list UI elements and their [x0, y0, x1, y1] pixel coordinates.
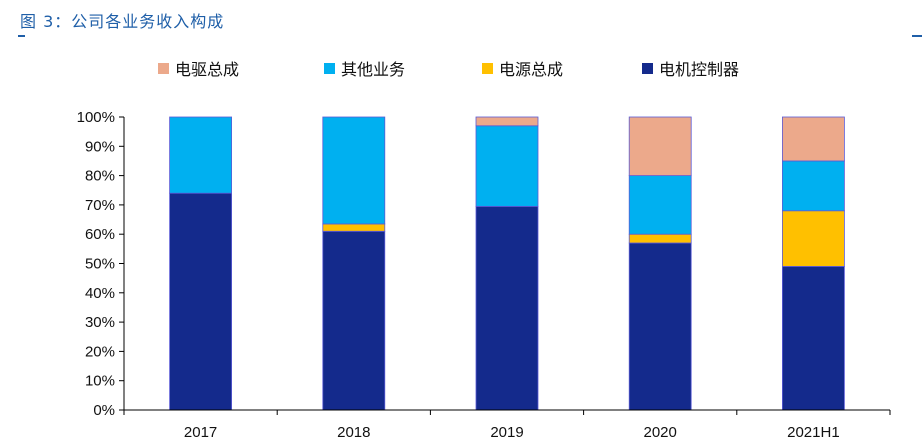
legend-swatch-other-business [324, 62, 335, 74]
bar-stacks [169, 116, 845, 411]
bar-segment [322, 230, 386, 411]
legend-item-power-supply-assembly: 电源总成 [482, 55, 563, 81]
title-rule-right [912, 35, 922, 37]
y-tick-label: 10% [85, 373, 115, 390]
bar-segment [322, 116, 386, 225]
title-rule-left [18, 35, 25, 37]
legend-swatch-power-supply-assembly [482, 62, 493, 74]
y-axis: 0% 10% 20% 30% 40% 50% 60% 70% 80% 90% 100% [77, 109, 125, 419]
bar-segment [628, 242, 692, 411]
bar-segment [782, 266, 845, 411]
x-tick-label: 2017 [184, 424, 217, 441]
bar-segment [475, 116, 539, 127]
bar-segment [475, 205, 539, 411]
legend-item-other-business: 其他业务 [324, 55, 405, 81]
bar-segment [475, 125, 539, 207]
x-axis: 2017 2018 2019 2020 2021H1 [123, 409, 891, 441]
legend-item-motor-controller: 电机控制器 [642, 55, 739, 81]
y-tick-label: 90% [85, 138, 115, 155]
x-tick-label: 2019 [490, 424, 523, 441]
bar-segment [782, 116, 845, 162]
x-tick-label: 2020 [644, 424, 677, 441]
x-tick-label: 2018 [337, 424, 370, 441]
legend-item-electric-drive-assembly: 电驱总成 [158, 55, 239, 81]
y-tick-label: 50% [85, 256, 115, 273]
y-tick-label: 70% [85, 197, 115, 214]
bar-segment [169, 192, 233, 411]
legend-label-electric-drive-assembly: 电驱总成 [175, 60, 240, 79]
y-tick-label: 30% [85, 314, 115, 331]
legend-swatch-electric-drive-assembly [158, 62, 169, 74]
y-tick-label: 0% [93, 402, 115, 419]
y-tick-label: 20% [85, 343, 115, 360]
legend-swatch-motor-controller [642, 62, 653, 74]
chart-legend: 电驱总成 其他业务 电源总成 电机控制器 [0, 55, 924, 81]
bar-segment [628, 175, 692, 235]
bar-segment [782, 160, 845, 212]
bar-segment [628, 116, 692, 176]
legend-label-power-supply-assembly: 电源总成 [499, 60, 564, 79]
bar-segment [782, 210, 845, 267]
bar-segment [628, 233, 692, 244]
x-tick-label: 2021H1 [787, 424, 840, 441]
bar-segment [322, 223, 386, 232]
legend-label-motor-controller: 电机控制器 [659, 60, 740, 79]
bar-segment [169, 116, 233, 194]
y-tick-label: 100% [77, 109, 115, 126]
y-tick-label: 60% [85, 226, 115, 243]
legend-label-other-business: 其他业务 [341, 60, 406, 79]
figure-title: 图 3：公司各业务收入构成 [20, 12, 225, 31]
y-tick-label: 40% [85, 285, 115, 302]
y-tick-label: 80% [85, 168, 115, 185]
